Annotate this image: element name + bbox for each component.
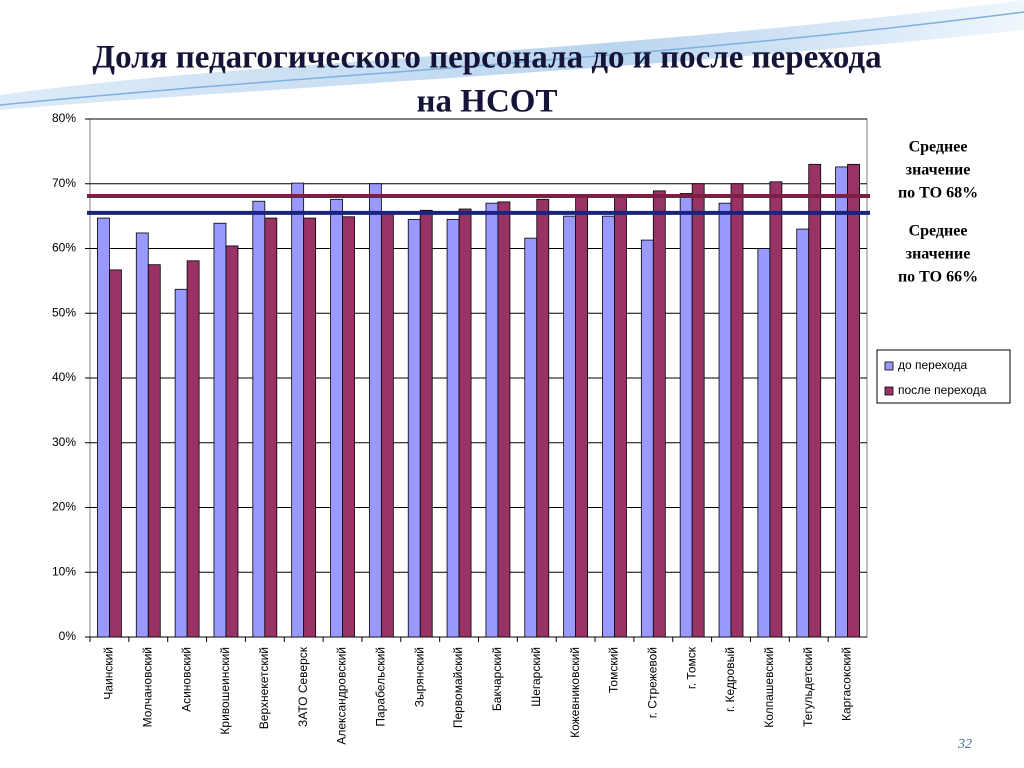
x-tick-label: Чаинский: [102, 647, 116, 700]
legend-swatch: [884, 386, 894, 396]
bar: [213, 222, 227, 638]
bar: [109, 269, 122, 638]
x-tick-label: Тегульдетский: [801, 647, 815, 727]
x-tick-label: Бакчарский: [490, 647, 504, 711]
annotation: Среднее: [909, 223, 968, 240]
y-tick-label: 10%: [52, 564, 76, 578]
x-tick-label: Каргасокский: [840, 647, 854, 721]
x-tick-label: г. Томск: [684, 646, 698, 689]
bar: [330, 198, 343, 638]
x-tick-label: Колпашевский: [762, 647, 776, 728]
bar: [524, 237, 538, 638]
chart-title: на НСОТ: [417, 84, 558, 120]
x-tick-label: Шегарский: [529, 647, 543, 707]
y-tick-label: 50%: [52, 305, 76, 319]
x-tick-label: ЗАТО Северск: [296, 646, 310, 727]
page-number: 32: [957, 737, 972, 752]
y-tick-label: 20%: [52, 500, 76, 514]
x-tick-label: Кожевниковский: [568, 647, 582, 738]
bar: [407, 218, 421, 638]
legend-label: после перехода: [898, 383, 987, 397]
bar: [485, 202, 499, 638]
bar: [847, 163, 860, 638]
bar: [380, 212, 394, 638]
chart-title: Доля педагогического персонала до и посл…: [92, 40, 881, 76]
bar: [652, 190, 666, 638]
bar: [291, 182, 305, 638]
bar: [342, 216, 355, 638]
bar: [679, 193, 693, 638]
annotation: по ТО 66%: [898, 269, 978, 286]
bar: [446, 218, 460, 638]
bar: [147, 264, 161, 638]
x-tick-label: Асиновский: [179, 647, 193, 712]
bar: [458, 208, 472, 638]
annotation: значение: [906, 246, 971, 263]
x-tick-label: Зырянский: [412, 647, 426, 707]
y-tick-label: 60%: [52, 241, 76, 255]
bar: [536, 198, 550, 638]
x-tick-label: Верхнекетский: [257, 647, 271, 729]
x-tick-label: г. Кедровый: [723, 647, 737, 712]
bar: [835, 166, 848, 638]
bar: [497, 201, 511, 638]
bar: [718, 202, 732, 638]
bar: [730, 183, 744, 638]
bar: [264, 217, 278, 638]
annotation: по ТО 68%: [898, 185, 978, 202]
bar: [808, 163, 822, 638]
annotation: значение: [906, 162, 971, 179]
bar: [757, 248, 771, 638]
bar: [419, 209, 433, 638]
bar: [796, 228, 810, 638]
legend-swatch: [884, 361, 894, 371]
y-tick-label: 80%: [52, 111, 76, 125]
y-tick-label: 70%: [52, 176, 76, 190]
x-tick-label: Первомайский: [451, 647, 465, 728]
x-tick-label: Парабельский: [374, 647, 388, 727]
y-tick-label: 30%: [52, 435, 76, 449]
bar: [640, 239, 654, 638]
bar: [225, 245, 239, 638]
bar: [135, 232, 149, 638]
x-tick-label: Александровский: [335, 647, 349, 745]
bar: [691, 183, 705, 638]
bar: [186, 260, 200, 638]
bar: [252, 200, 266, 638]
x-tick-label: Томский: [607, 647, 621, 693]
x-tick-label: Молчановский: [140, 647, 154, 727]
bar: [602, 215, 615, 638]
legend-label: до перехода: [898, 358, 968, 372]
bar: [174, 288, 188, 638]
x-tick-label: Кривошеинский: [218, 647, 232, 735]
bar: [368, 183, 382, 638]
bar: [97, 217, 110, 638]
y-tick-label: 40%: [52, 370, 76, 384]
bar: [614, 194, 627, 638]
bar: [769, 181, 783, 638]
y-tick-label: 0%: [59, 629, 77, 643]
annotation: Среднее: [909, 139, 968, 156]
legend: [876, 349, 1011, 404]
x-tick-label: г. Стрежевой: [645, 647, 659, 718]
decor-line: [0, 11, 1024, 106]
bar: [563, 215, 577, 638]
bar: [303, 217, 317, 638]
bar: [575, 194, 589, 638]
